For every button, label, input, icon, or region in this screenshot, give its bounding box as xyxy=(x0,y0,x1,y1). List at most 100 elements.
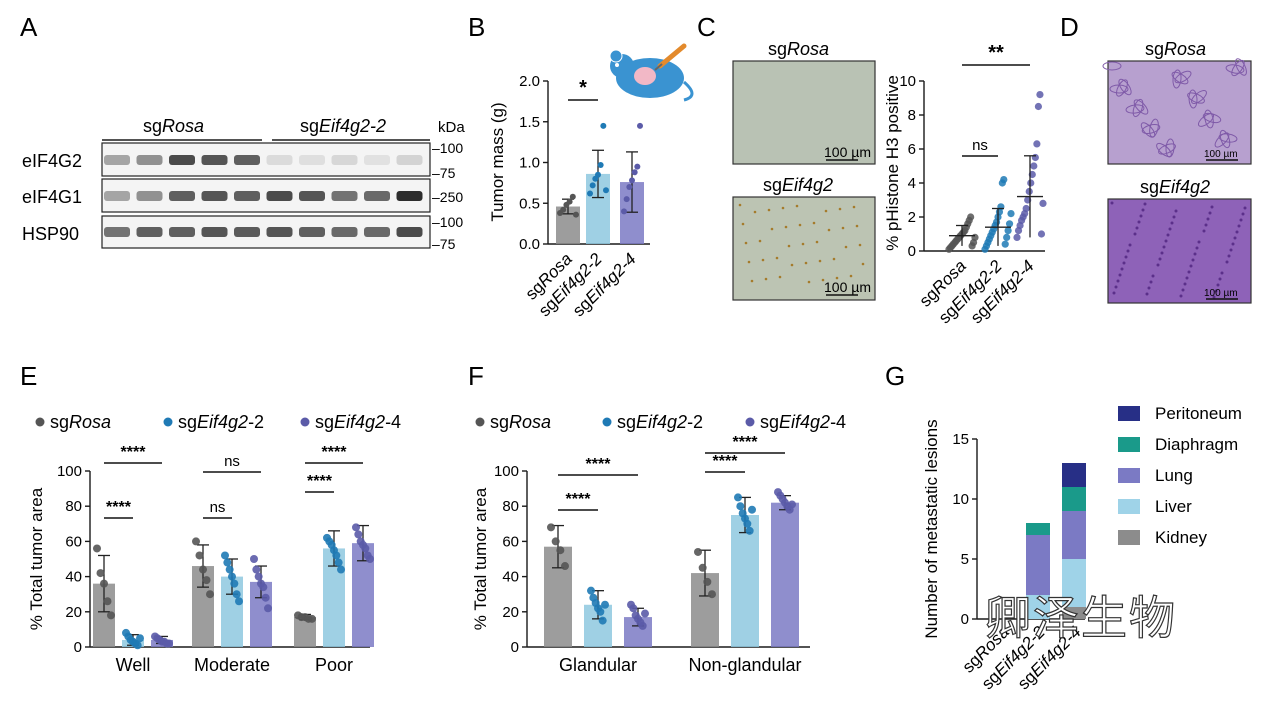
stain-speckle xyxy=(849,274,853,278)
data-point xyxy=(235,597,243,606)
micrograph-d-eif4g2 xyxy=(1107,198,1252,304)
data-point xyxy=(694,547,702,556)
stain-speckle xyxy=(815,240,819,244)
data-point xyxy=(748,505,756,514)
stacked-bar-segment xyxy=(1026,595,1050,619)
legend-label: Liver xyxy=(1155,497,1192,516)
y-tick-label: 60 xyxy=(65,533,82,550)
legend-marker xyxy=(300,417,310,427)
panel-f-glandular-chart: 0 20 40 60 80 100% Total tumor area sgRosa sgEi… xyxy=(471,412,846,675)
data-point xyxy=(250,555,258,563)
legend-swatch xyxy=(1118,437,1140,452)
blot-band xyxy=(364,191,390,201)
he-nucleus xyxy=(1229,248,1233,252)
blot-bands-eif4g2 xyxy=(104,155,423,165)
data-point xyxy=(354,530,363,539)
legend-swatch xyxy=(1118,530,1140,545)
stacked-bar-segment xyxy=(1062,559,1086,607)
significance-label: **** xyxy=(307,473,333,490)
stain-speckle xyxy=(744,241,748,245)
data-point xyxy=(598,616,607,625)
blot-band xyxy=(234,155,260,165)
he-nucleus xyxy=(1172,215,1176,219)
stain-speckle xyxy=(858,243,862,247)
stain-speckle xyxy=(821,278,825,282)
he-nucleus xyxy=(1231,242,1235,246)
y-tick-label: 0 xyxy=(961,611,969,628)
data-point xyxy=(232,590,241,599)
data-point xyxy=(202,576,211,585)
stain-speckle xyxy=(812,221,816,225)
blot-band xyxy=(266,191,293,201)
image-title-c-rosa: sgRosa xyxy=(768,39,829,59)
y-axis-title: Tumor mass (g) xyxy=(488,102,507,221)
blot-band xyxy=(364,155,390,165)
data-point xyxy=(587,586,595,595)
data-point xyxy=(638,621,647,630)
blot-band xyxy=(266,227,293,237)
blot-bands-eif4g1 xyxy=(104,191,423,201)
he-gland-outline xyxy=(1197,113,1215,127)
data-point xyxy=(561,562,569,571)
data-point xyxy=(967,213,975,221)
significance-label: ns xyxy=(224,453,240,470)
data-point xyxy=(1000,176,1008,184)
he-gland-outline xyxy=(1133,99,1149,115)
data-point xyxy=(103,597,112,606)
data-point xyxy=(569,193,576,200)
he-nucleus xyxy=(1179,294,1183,298)
data-point xyxy=(165,639,173,648)
he-gland-outline xyxy=(1172,69,1182,89)
blot-band xyxy=(201,227,228,237)
significance-label: **** xyxy=(713,453,739,470)
he-nucleus xyxy=(1147,286,1151,290)
y-tick-label: 5 xyxy=(961,551,969,568)
he-nucleus xyxy=(1120,267,1124,271)
he-nucleus xyxy=(1174,209,1178,213)
data-point xyxy=(264,604,272,613)
panel-d-he-images: sgRosa 100 µm sgEif4g2 100 µm xyxy=(1102,39,1252,304)
he-nucleus xyxy=(1114,285,1118,289)
panel-label-g: G xyxy=(885,361,905,391)
data-point xyxy=(626,183,633,190)
blot-band xyxy=(331,191,358,201)
data-point xyxy=(601,600,609,609)
image-title-d-rosa: sgRosa xyxy=(1145,39,1206,59)
data-point xyxy=(308,614,316,623)
significance-label: **** xyxy=(733,434,759,451)
y-axis-title: Number of metastatic lesions xyxy=(922,419,941,638)
he-gland-outline xyxy=(1235,58,1247,76)
he-gland-outline xyxy=(1156,142,1172,158)
stain-speckle xyxy=(758,239,762,243)
y-tick-label: 20 xyxy=(502,604,519,621)
stain-speckle xyxy=(861,262,865,266)
data-point xyxy=(1013,233,1021,241)
legend-label: sgRosa xyxy=(50,412,111,432)
blot-marker-eif4g1-250: –250 xyxy=(432,189,463,205)
y-tick-label: 40 xyxy=(65,569,82,586)
he-nucleus xyxy=(1239,218,1243,222)
bar xyxy=(352,543,374,647)
blot-row-label-hsp90: HSP90 xyxy=(22,224,79,244)
legend-label: sgRosa xyxy=(490,412,551,432)
he-nucleus xyxy=(1237,224,1241,228)
data-point xyxy=(261,593,270,602)
he-gland-outline xyxy=(1171,71,1189,85)
data-point xyxy=(337,565,345,574)
blot-band xyxy=(234,191,260,201)
legend-swatch xyxy=(1118,406,1140,421)
data-point xyxy=(587,190,593,197)
blot-group-label-eif4g2-2: sgEif4g2-2 xyxy=(300,116,386,136)
data-point xyxy=(221,551,229,560)
y-tick-label: 0.0 xyxy=(519,236,540,253)
stain-speckle xyxy=(770,227,774,231)
he-nucleus xyxy=(1164,239,1168,243)
he-nucleus xyxy=(1218,277,1222,281)
data-point xyxy=(206,590,214,599)
he-nucleus xyxy=(1212,295,1216,299)
blot-band xyxy=(364,227,390,237)
significance-label: **** xyxy=(106,499,132,516)
y-tick-label: 1.5 xyxy=(519,114,540,131)
stacked-bar-segment xyxy=(1062,511,1086,559)
he-nucleus xyxy=(1128,243,1132,247)
